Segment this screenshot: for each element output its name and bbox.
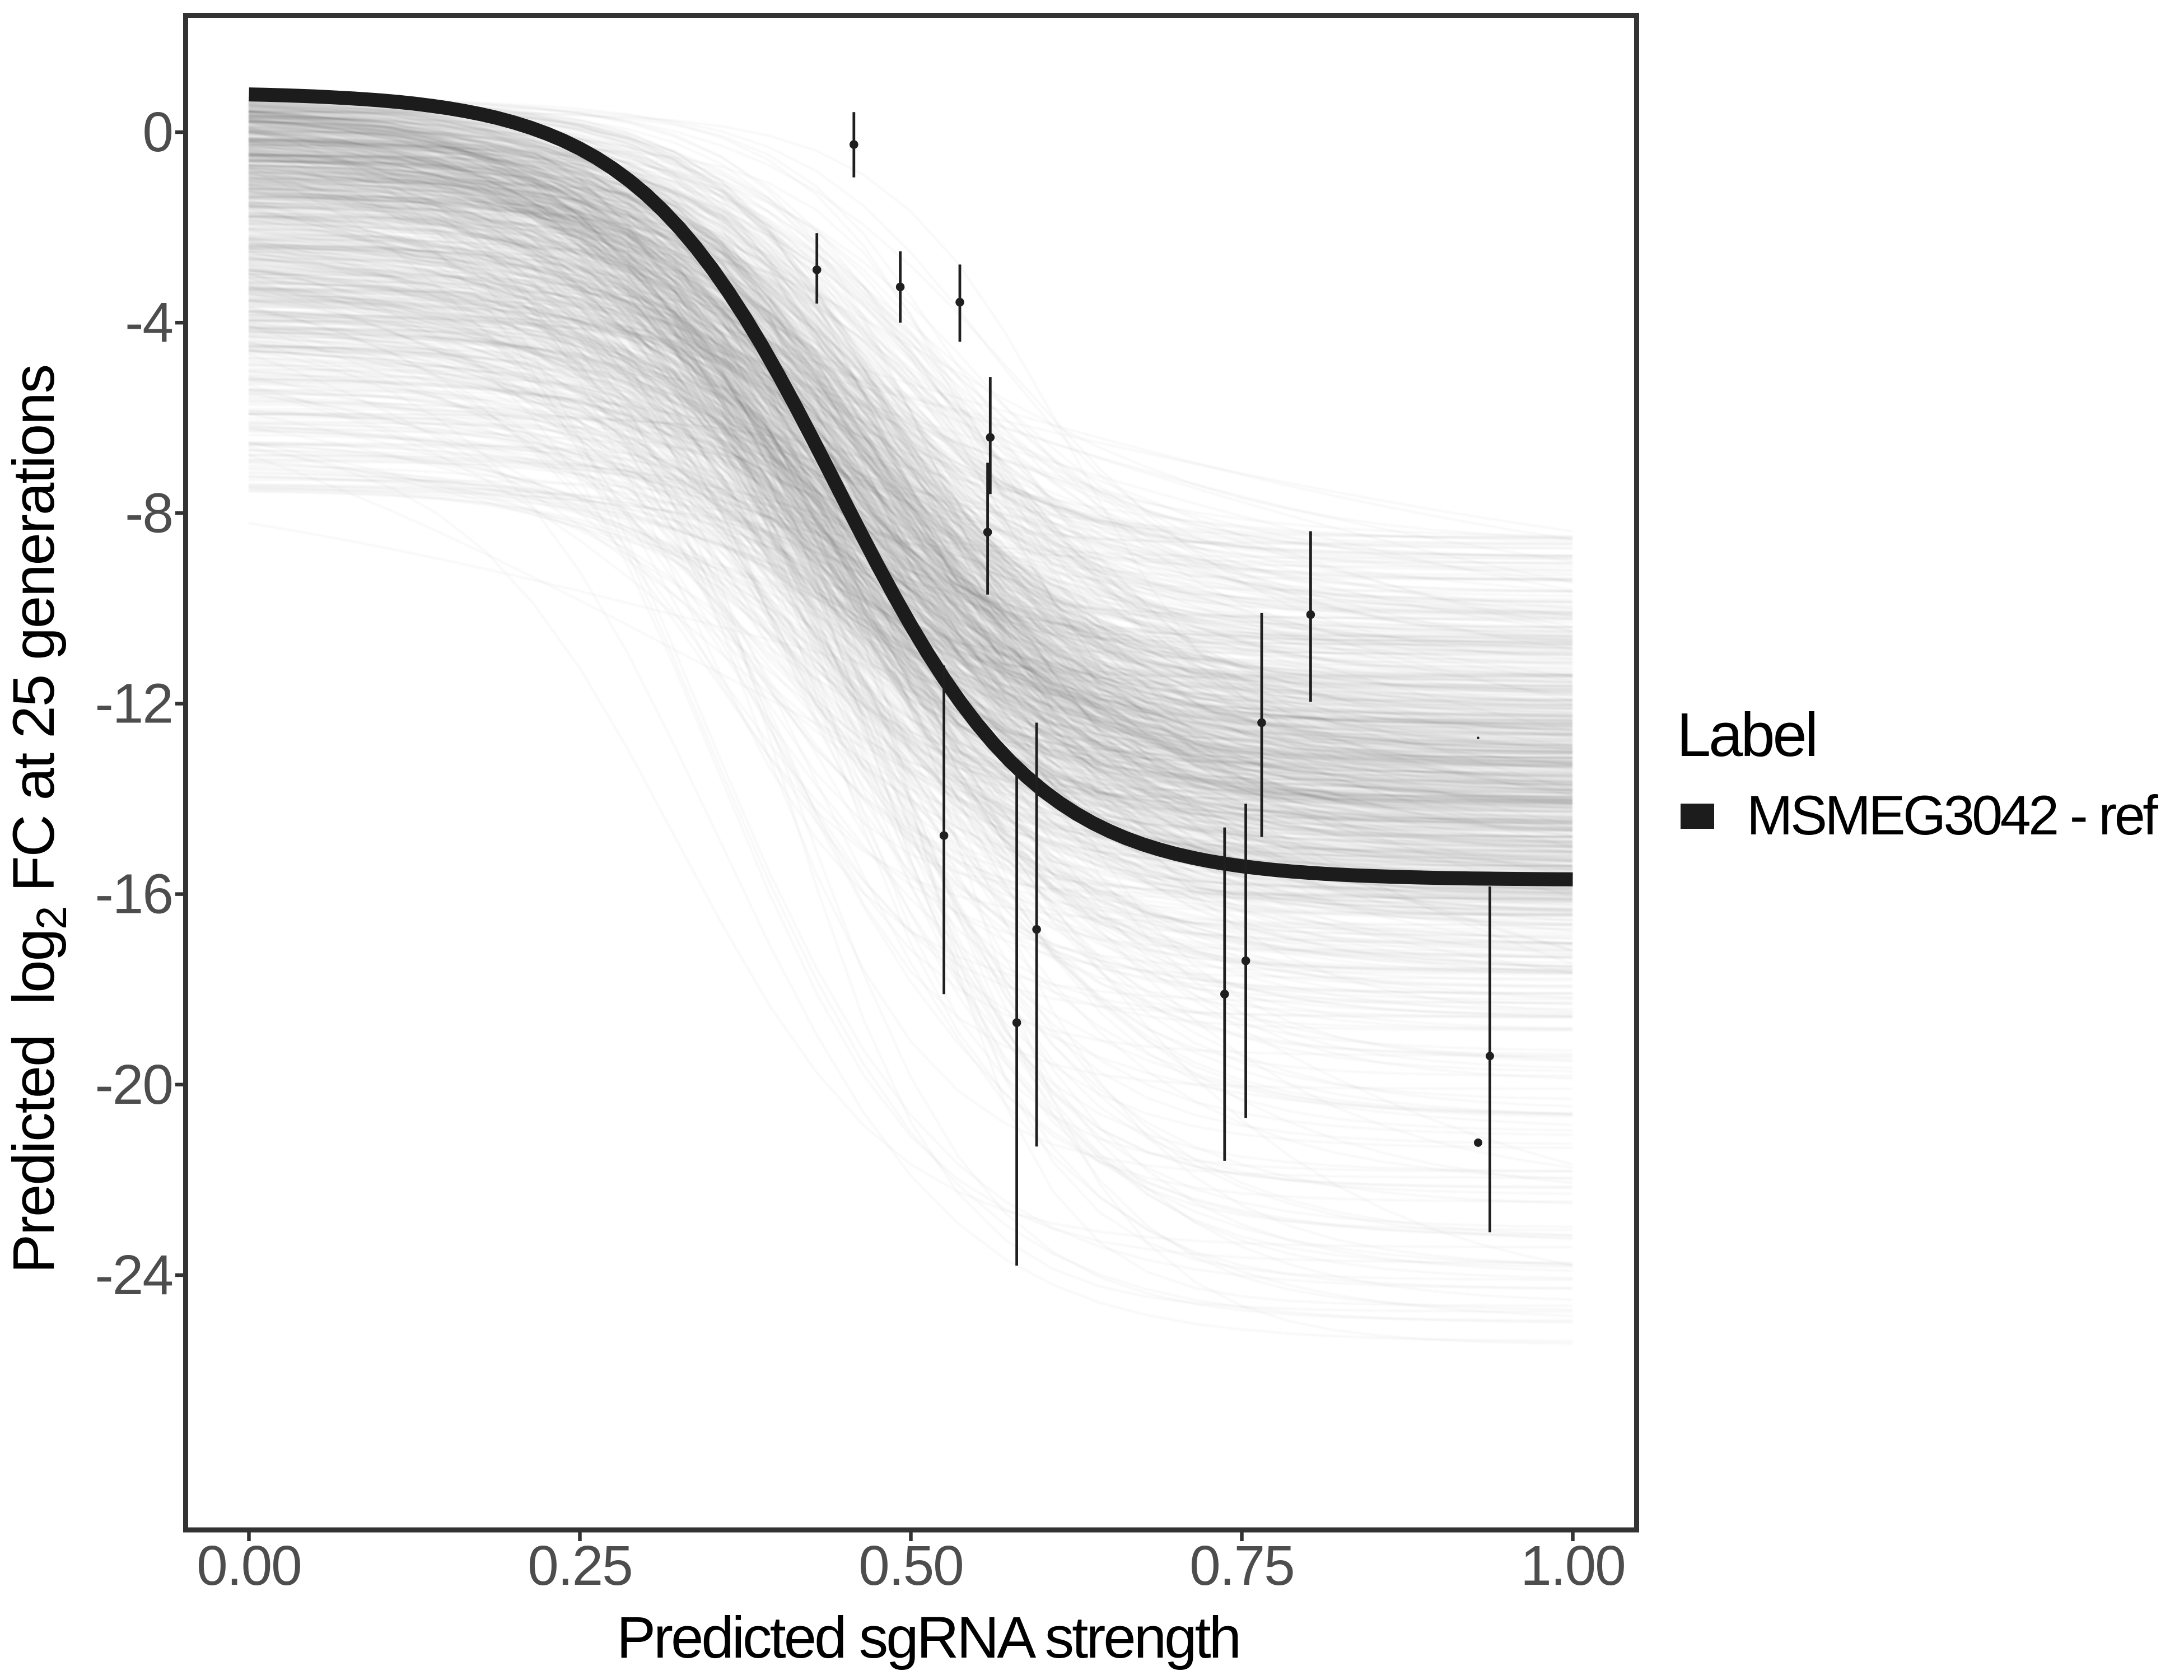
- svg-text:Predicted log2 FC at 25 gener: Predicted log2 FC at 25 generations: [1, 365, 76, 1273]
- svg-text:0.00: 0.00: [197, 1534, 301, 1597]
- svg-text:Predicted sgRNA strength: Predicted sgRNA strength: [617, 1605, 1239, 1670]
- svg-text:0: 0: [142, 101, 172, 164]
- svg-text:-24: -24: [95, 1244, 172, 1306]
- svg-text:-16: -16: [95, 863, 172, 926]
- svg-text:-20: -20: [95, 1053, 172, 1116]
- svg-text:-12: -12: [95, 673, 172, 735]
- svg-text:-8: -8: [125, 482, 172, 544]
- svg-text:MSMEG3042 - ref: MSMEG3042 - ref: [1747, 784, 2158, 846]
- svg-text:0.50: 0.50: [858, 1534, 963, 1597]
- svg-text:0.75: 0.75: [1189, 1534, 1294, 1597]
- svg-text:Label: Label: [1677, 701, 1816, 769]
- svg-text:-4: -4: [125, 291, 172, 354]
- svg-text:1.00: 1.00: [1520, 1534, 1625, 1597]
- svg-text:0.25: 0.25: [528, 1534, 632, 1597]
